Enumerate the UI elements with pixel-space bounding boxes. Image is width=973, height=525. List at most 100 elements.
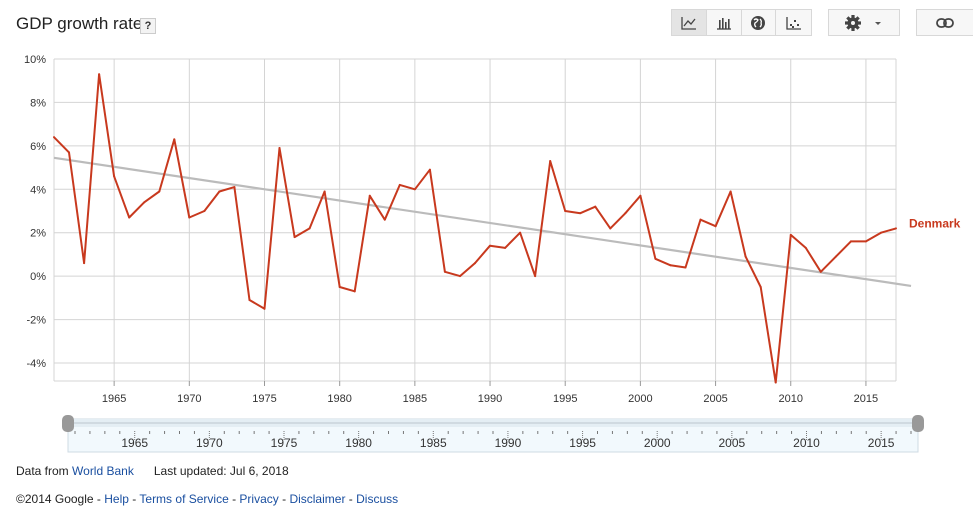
data-point [549,160,552,163]
series-lines [53,73,897,384]
data-point [308,227,311,230]
data-point [474,262,476,265]
range-handle-left[interactable] [62,415,74,432]
y-tick-label: -4% [26,358,46,370]
data-point [744,255,747,258]
data-point [579,212,582,215]
data-point [113,175,116,178]
data-point [293,236,296,239]
disclaimer-link[interactable]: Disclaimer [289,492,346,506]
data-point [895,227,897,230]
x-tick-label: 1965 [102,393,126,405]
range-tick-label: 2010 [793,436,820,450]
data-point [128,216,131,219]
data-point [624,212,627,215]
help-button[interactable]: ? [140,18,156,34]
series-line-denmark [53,73,897,384]
data-point [534,275,537,278]
link-icon[interactable] [917,10,973,35]
x-tick-label: 1970 [177,393,201,405]
data-point [248,299,251,302]
data-point [669,264,672,267]
range-tick-label: 1975 [271,436,298,450]
discuss-link[interactable]: Discuss [356,492,399,506]
data-point [83,262,86,265]
help-link[interactable]: Help [104,492,129,506]
data-point [639,194,642,197]
data-point [218,190,221,193]
data-point [774,381,777,384]
footer: Data from World Bank Last updated: Jul 6… [16,464,399,506]
series-labels: Denmark [909,216,961,230]
range-tick-label: 1995 [569,436,596,450]
range-handle-right[interactable] [912,415,924,432]
bar-chart-icon[interactable] [707,10,742,35]
data-point [609,227,612,230]
line-chart-icon[interactable] [672,10,707,35]
x-tick-label: 1985 [403,393,427,405]
source-link[interactable]: World Bank [72,464,134,478]
data-point [594,205,597,208]
y-tick-label: 0% [30,271,46,283]
y-tick-label: 10% [24,54,46,66]
data-point [383,218,386,221]
x-tick-label: 1975 [252,393,276,405]
series-label: Denmark [909,216,961,230]
gear-icon [845,14,861,31]
data-point [458,275,461,278]
range-tick-label: 2015 [868,436,895,450]
data-point [203,210,206,212]
data-point [143,201,146,204]
trendline [53,156,912,288]
range-tick-label: 1980 [345,436,372,450]
data-from-label: Data from [16,464,69,478]
data-point [819,270,822,273]
scatter-icon[interactable] [776,10,811,35]
settings-button[interactable] [829,10,899,35]
chart-type-toolbar [671,9,812,36]
data-point [504,246,507,249]
data-point [684,266,687,269]
data-point [519,231,522,234]
globe-icon[interactable] [742,10,777,35]
privacy-link[interactable]: Privacy [239,492,279,506]
range-tick-label: 2005 [719,436,746,450]
x-tick-label: 1990 [478,393,502,405]
x-tick-label: 2000 [628,393,652,405]
y-axis: 10% 8% 6% 4% 2% 0% -2% -4% [24,54,46,370]
y-tick-label: 6% [30,141,46,153]
trendline-line [53,156,912,288]
data-point [849,240,852,243]
range-selector[interactable]: 1965 1970 1975 1980 1985 1990 1995 2000 2005 2010… [62,415,924,453]
data-point [398,183,401,186]
data-point [413,188,416,191]
chevron-down-icon [875,21,881,25]
x-axis: 1965 1970 1975 1980 1985 1990 1995 2000 2005 2010… [102,393,878,405]
terms-link[interactable]: Terms of Service [139,492,229,506]
data-point [188,216,191,219]
range-tick-label: 1990 [495,436,522,450]
page-title: GDP growth rate [16,14,143,33]
y-tick-label: 2% [30,228,46,240]
x-tick-label: 2015 [854,393,878,405]
data-point [233,186,236,189]
data-point [489,244,492,247]
chart: 10% 8% 6% 4% 2% 0% -2% -4% 1965 1970 1975 1980 1985… [24,54,961,453]
data-point [173,138,176,141]
link-button[interactable] [916,9,973,36]
data-point [278,147,281,150]
x-tick-label: 2005 [703,393,727,405]
data-point [428,168,431,171]
data-point [443,270,446,273]
settings-menu[interactable] [828,9,900,36]
data-point [864,240,867,243]
data-point [804,246,807,249]
data-point [338,286,341,288]
data-point [53,136,55,139]
y-tick-label: 8% [30,97,46,109]
data-point [98,73,101,76]
y-tick-label: -2% [26,315,46,327]
x-tick-label: 1995 [553,393,577,405]
data-point [353,290,356,293]
range-tick-label: 2000 [644,436,671,450]
